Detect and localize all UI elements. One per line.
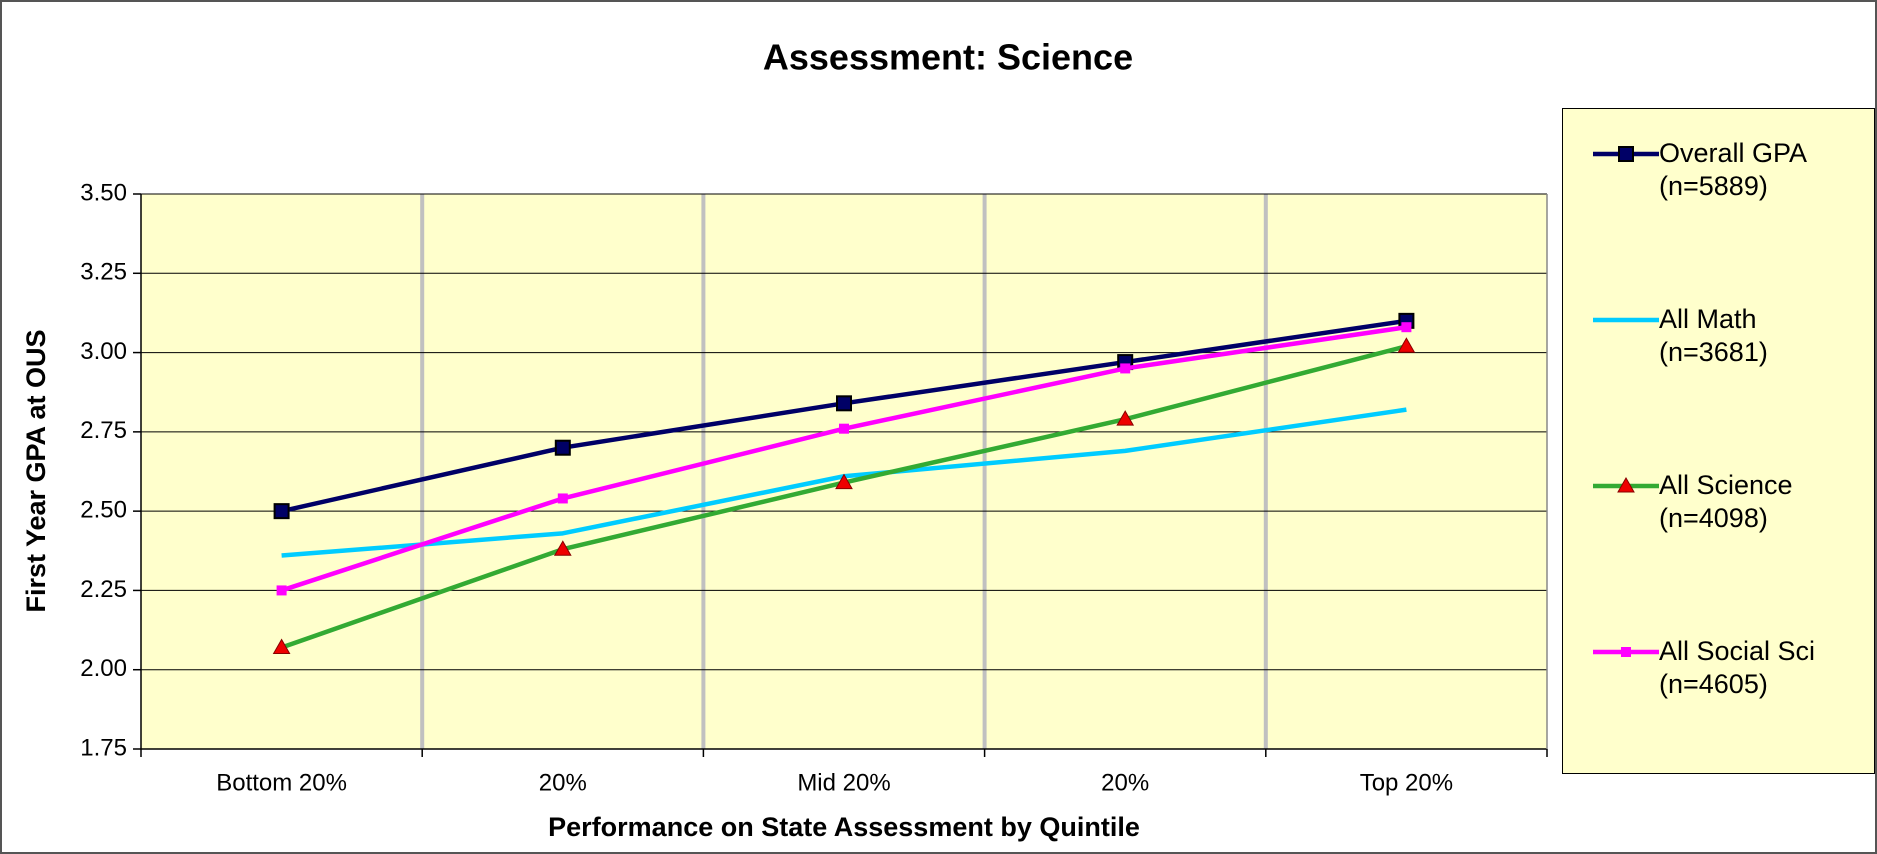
marker <box>273 503 290 520</box>
x-tick-label: 20% <box>539 769 587 796</box>
x-axis-label: Performance on State Assessment by Quint… <box>548 812 1140 842</box>
legend-label: All Social Sci (n=4605) <box>1659 636 1816 699</box>
marker <box>276 585 287 596</box>
y-tick-label: 2.75 <box>80 417 127 444</box>
marker <box>553 540 572 556</box>
legend-item: Overall GPA (n=5889) <box>1593 137 1869 203</box>
x-tick-label: 20% <box>1101 769 1149 796</box>
y-tick-label: 3.25 <box>80 259 127 286</box>
chart-title: Assessment: Science <box>763 37 1133 78</box>
marker <box>1621 647 1631 657</box>
y-tick-label: 2.50 <box>80 496 127 523</box>
legend: Overall GPA (n=5889) All Math (n=3681) All… <box>1562 108 1875 774</box>
marker <box>839 423 849 434</box>
legend-item: All Math (n=3681) <box>1593 303 1869 369</box>
y-tick-label: 3.00 <box>80 338 127 365</box>
marker <box>557 493 568 504</box>
legend-item: All Social Sci (n=4605) <box>1593 635 1869 701</box>
marker <box>1401 322 1412 333</box>
marker <box>1120 363 1131 374</box>
y-axis-label: First Year GPA at OUS <box>21 329 51 612</box>
legend-label: All Science (n=4098) <box>1659 470 1793 533</box>
x-tick-label: Top 20% <box>1360 769 1453 796</box>
x-tick-label: Bottom 20% <box>216 769 347 796</box>
legend-swatch <box>1593 317 1659 323</box>
y-tick-label: 3.50 <box>80 179 127 206</box>
x-tick-label: Mid 20% <box>797 769 890 796</box>
legend-swatch <box>1593 146 1659 162</box>
legend-swatch <box>1593 476 1659 493</box>
marker <box>1618 146 1634 162</box>
marker <box>835 473 853 490</box>
plot-area <box>141 194 1547 749</box>
y-tick-label: 2.00 <box>80 655 127 682</box>
marker <box>1116 410 1135 426</box>
marker <box>272 638 291 655</box>
marker <box>1397 337 1416 353</box>
legend-label: Overall GPA (n=5889) <box>1659 138 1806 201</box>
legend-label: All Math (n=3681) <box>1659 304 1768 367</box>
legend-item: All Science (n=4098) <box>1593 469 1869 535</box>
marker <box>836 395 852 412</box>
y-tick-label: 2.25 <box>80 576 127 603</box>
legend-swatch <box>1593 647 1659 657</box>
marker <box>554 439 571 456</box>
marker <box>1617 476 1635 493</box>
y-tick-label: 1.75 <box>80 734 127 761</box>
